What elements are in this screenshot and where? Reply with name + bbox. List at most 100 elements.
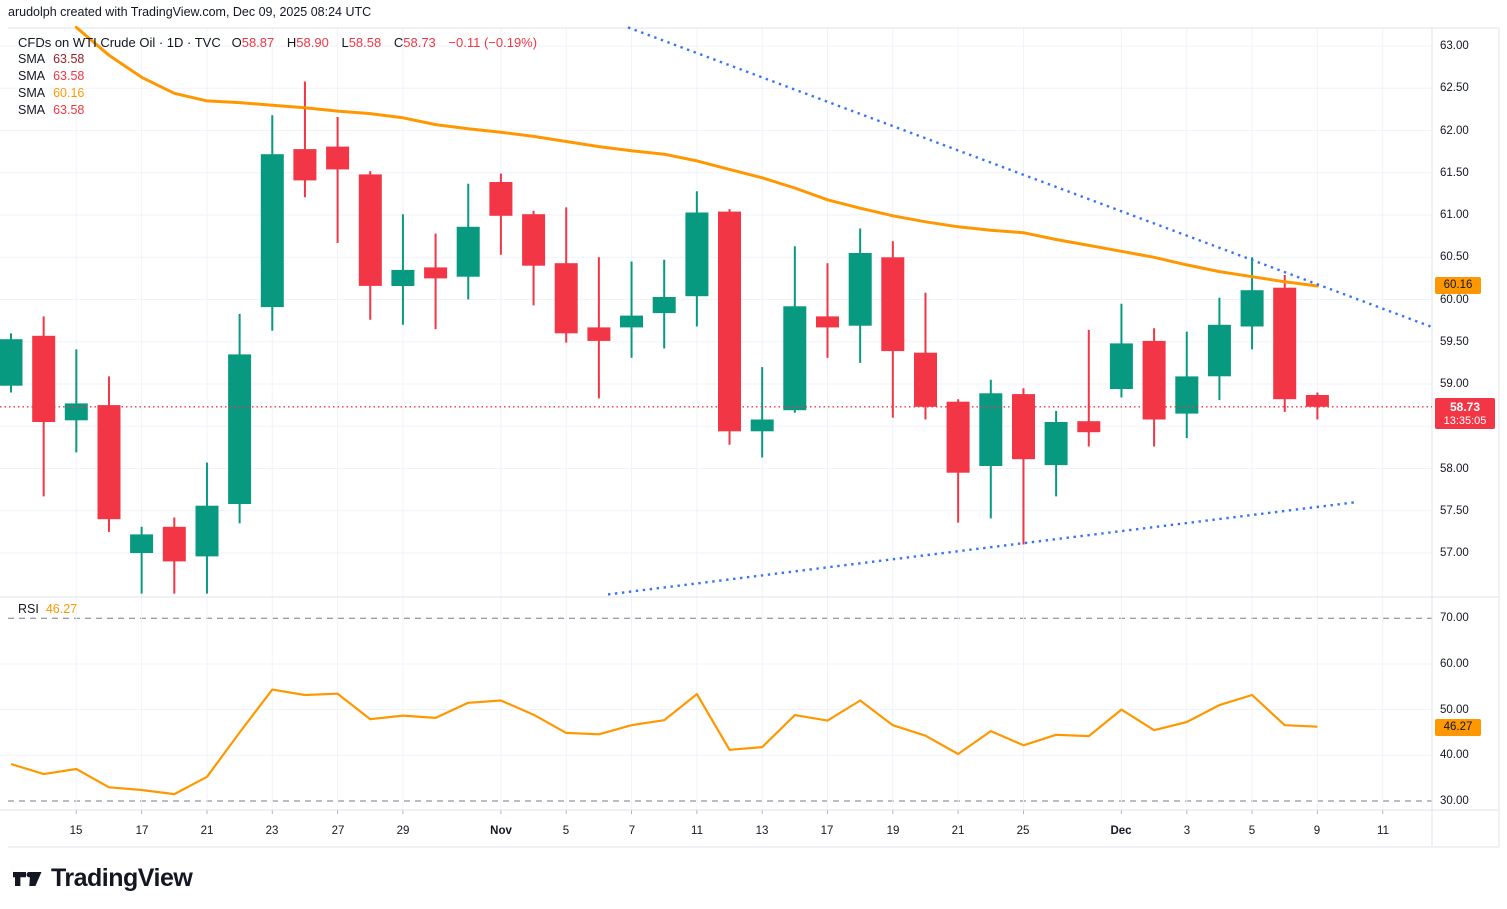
- candle: [260, 115, 284, 331]
- ohlc-open-value: 58.87: [241, 35, 275, 50]
- time-axis-label: 27: [331, 825, 345, 837]
- sma-axis-badge: 60.16: [1435, 277, 1481, 294]
- time-axis-label: 11: [1377, 825, 1389, 837]
- price-axis-label: 59.50: [1440, 336, 1469, 348]
- change-value: −0.11 (−0.19%): [448, 35, 538, 50]
- candle: [228, 313, 252, 524]
- candle: [979, 379, 1003, 519]
- price-axis-label: 57.50: [1440, 505, 1469, 517]
- trendline[interactable]: [607, 501, 1356, 596]
- sma-value-2: 63.58: [53, 69, 85, 83]
- candle: [1109, 303, 1133, 398]
- price-axis-label: 60.00: [1440, 294, 1469, 306]
- time-axis-label: 11: [691, 825, 703, 837]
- candle: [881, 241, 905, 418]
- rsi-axis-badge: 46.27: [1435, 719, 1481, 736]
- time-axis[interactable]: 15 17 21 23 27 29 Nov 5 7 11 13 17 19 21 25 Dec 3 5 9 11: [0, 810, 1507, 848]
- candle: [620, 261, 643, 358]
- rsi-axis-label: 40.00: [1440, 749, 1469, 761]
- tradingview-logo-text: TradingView: [51, 864, 193, 892]
- sma-value-1: 63.58: [53, 52, 85, 66]
- ohlc-high-label: H: [286, 35, 297, 50]
- price-axis-label: 61.50: [1440, 167, 1469, 179]
- candle: [1207, 297, 1231, 401]
- candle: [914, 292, 937, 420]
- ohlc-high-value: 58.90: [296, 35, 329, 50]
- candle: [97, 376, 121, 532]
- tradingview-logo[interactable]: TradingView: [13, 864, 193, 893]
- candle: [783, 246, 807, 413]
- rsi-indicator-label: RSI 46.27: [18, 602, 78, 616]
- price-axis-label: 61.00: [1440, 209, 1469, 221]
- candle: [1142, 328, 1166, 447]
- price-axis-label: 57.00: [1440, 547, 1469, 559]
- rsi-axis-label: 70.00: [1440, 612, 1469, 624]
- symbol-title: CFDs on WTI Crude Oil · 1D · TVC: [18, 35, 221, 50]
- candle: [522, 210, 546, 306]
- sma-legend-row-1: SMA 63.58: [18, 52, 85, 66]
- candle: [32, 316, 56, 497]
- time-axis-label: 25: [1016, 825, 1030, 837]
- price-axis-label: 62.50: [1440, 82, 1469, 94]
- ohlc-close-value: 58.73: [403, 35, 436, 50]
- chart-legend: CFDs on WTI Crude Oil · 1D · TVC O58.87 …: [18, 35, 537, 50]
- price-axis-label: 59.00: [1440, 378, 1469, 390]
- trendline[interactable]: [627, 26, 1434, 329]
- last-price-badge: 58.73 13:35:05: [1435, 398, 1495, 429]
- candle: [587, 257, 611, 399]
- time-axis-label: 29: [396, 825, 410, 837]
- sma-legend-row-3: SMA 60.16: [18, 86, 85, 100]
- price-axis-label: 62.00: [1440, 125, 1469, 137]
- price-axis-label: 60.50: [1440, 251, 1469, 263]
- candle: [1077, 329, 1101, 447]
- ohlc-open-label: O: [231, 35, 242, 50]
- time-axis-label: 17: [820, 825, 834, 837]
- candle: [391, 214, 415, 325]
- candle: [1305, 392, 1329, 420]
- candle: [816, 263, 839, 358]
- ohlc-close-label: C: [393, 35, 404, 50]
- last-price-value: 58.73: [1449, 400, 1481, 414]
- candle: [489, 173, 513, 255]
- rsi-axis-label: 30.00: [1440, 795, 1469, 807]
- candle: [554, 207, 578, 343]
- candle: [358, 171, 382, 320]
- candle: [718, 209, 741, 445]
- price-axis-label: 63.00: [1440, 40, 1469, 52]
- time-axis-label: 23: [265, 825, 279, 837]
- candle: [750, 367, 774, 458]
- candle: [162, 517, 186, 594]
- candle: [1240, 257, 1264, 350]
- sma-legend-row-2: SMA 63.58: [18, 69, 85, 83]
- candle: [195, 462, 219, 594]
- time-axis-label: 21: [200, 825, 214, 837]
- rsi-line[interactable]: [10, 688, 1318, 796]
- sma-value-3: 60.16: [53, 86, 85, 100]
- tradingview-logo-icon: [13, 871, 42, 886]
- time-axis-label: 21: [951, 825, 965, 837]
- candle: [64, 349, 88, 453]
- time-axis-label: 19: [886, 825, 900, 837]
- candle: [326, 117, 350, 243]
- time-axis-label: 9: [1313, 825, 1321, 837]
- time-axis-label: 15: [69, 825, 83, 837]
- price-axis[interactable]: 63.00 62.50 62.00 61.50 61.00 60.50 60.00 59.50…: [1432, 28, 1507, 810]
- rsi-axis-label: 60.00: [1440, 658, 1469, 670]
- candle: [685, 191, 709, 327]
- sma-line[interactable]: [74, 25, 1319, 288]
- rsi-indicator-value: 46.27: [45, 602, 78, 616]
- time-axis-label: 5: [1248, 825, 1256, 837]
- sma-legend-row-4: SMA 63.58: [18, 103, 85, 117]
- rsi-axis-label: 50.00: [1440, 704, 1469, 716]
- candle: [652, 259, 676, 349]
- candle: [946, 399, 970, 523]
- time-axis-label: 5: [562, 825, 570, 837]
- time-axis-label: 13: [755, 825, 769, 837]
- candle: [424, 233, 448, 330]
- sma-value-4: 63.58: [53, 103, 85, 117]
- candle: [1175, 331, 1199, 439]
- time-axis-label: Dec: [1110, 825, 1132, 837]
- time-axis-label: 3: [1183, 825, 1191, 837]
